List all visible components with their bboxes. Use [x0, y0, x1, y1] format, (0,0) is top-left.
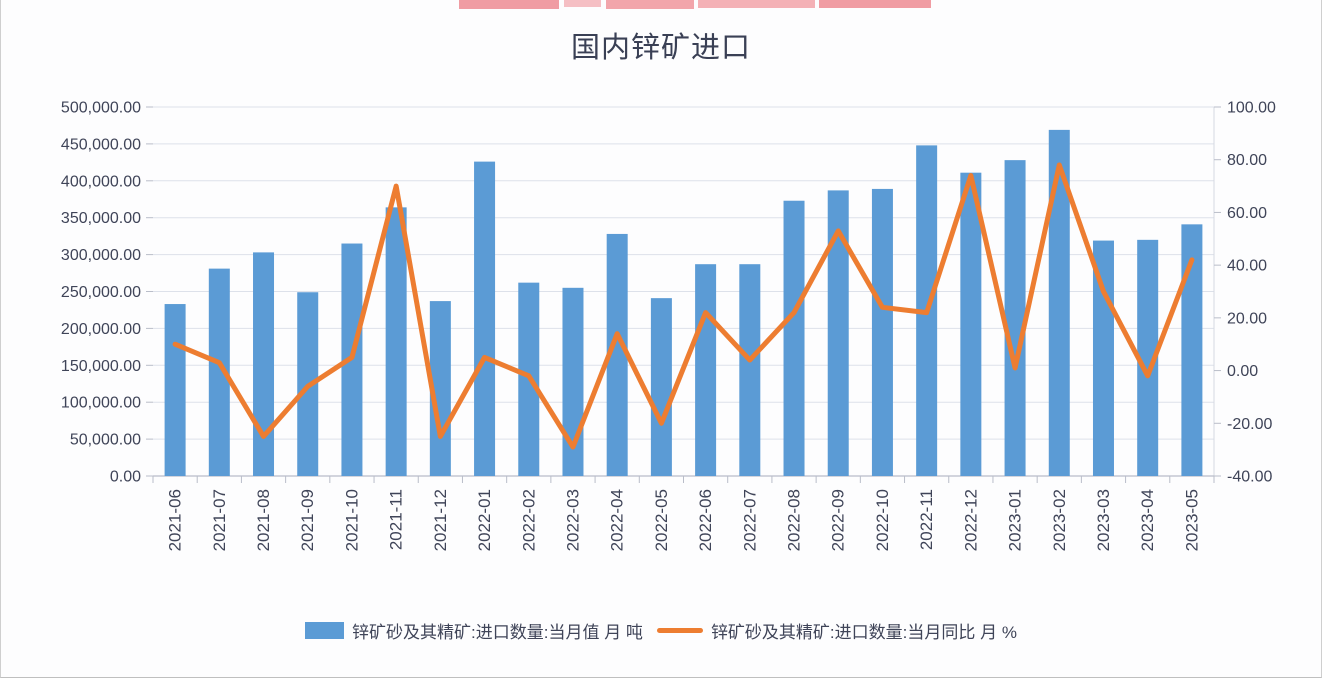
x-axis-label: 2022-06	[696, 489, 715, 551]
right-axis-label: 100.00	[1227, 100, 1276, 117]
bar-2022-12	[960, 172, 982, 476]
legend-line-label: 锌矿砂及其精矿:进口数量:当月同比 月 %	[710, 622, 1017, 642]
x-axis-label: 2022-05	[652, 489, 671, 551]
bar-2022-08	[783, 200, 805, 476]
top-watermark-fragment	[606, 0, 694, 9]
left-axis-label: 250,000.00	[61, 284, 141, 301]
legend-item-bar: 锌矿砂及其精矿:进口数量:当月值 月 吨	[305, 618, 643, 643]
bar-2022-01	[474, 161, 496, 476]
top-watermark-fragment	[819, 0, 931, 8]
x-axis-label: 2021-11	[387, 489, 406, 550]
x-axis-label: 2021-06	[166, 489, 185, 551]
x-axis-label: 2022-03	[563, 489, 582, 551]
x-axis-label: 2023-05	[1182, 489, 1201, 551]
top-watermark-fragment	[564, 0, 601, 7]
x-axis-label: 2022-12	[961, 489, 980, 551]
bar-2021-11	[385, 207, 407, 477]
bar-2021-12	[429, 301, 451, 476]
left-axis-label: 500,000.00	[61, 100, 141, 117]
right-axis-label: -40.00	[1227, 469, 1272, 486]
bar-2022-07	[739, 264, 761, 476]
right-axis-label: 60.00	[1227, 205, 1267, 222]
right-axis-label: 80.00	[1227, 152, 1267, 169]
bar-2023-05	[1181, 224, 1203, 476]
right-axis-label: -20.00	[1227, 416, 1272, 433]
bar-2021-06	[164, 304, 186, 476]
x-axis-label: 2022-01	[475, 489, 494, 551]
left-axis-label: 450,000.00	[61, 136, 141, 153]
bar-2021-07	[208, 268, 230, 476]
x-axis-label: 2023-03	[1094, 489, 1113, 551]
bar-2022-05	[650, 298, 672, 476]
bar-2023-04	[1137, 239, 1159, 476]
legend-bar-label: 锌矿砂及其精矿:进口数量:当月值 月 吨	[352, 622, 643, 642]
x-axis-label: 2022-10	[873, 489, 892, 551]
top-watermark-fragment	[459, 0, 559, 9]
legend-bar-swatch	[305, 621, 345, 639]
left-axis-label: 300,000.00	[61, 247, 141, 264]
bar-2022-10	[871, 188, 893, 476]
bar-2022-04	[606, 233, 628, 476]
x-axis-label: 2023-02	[1050, 489, 1069, 551]
x-axis-label: 2021-12	[431, 489, 450, 551]
right-axis-label: 20.00	[1227, 310, 1267, 327]
bar-2022-09	[827, 190, 849, 477]
x-axis-label: 2021-08	[254, 489, 273, 551]
bar-2022-06	[695, 264, 717, 476]
left-axis-label: 50,000.00	[70, 432, 141, 449]
x-axis-label: 2023-04	[1138, 489, 1157, 551]
chart-title: 国内锌矿进口	[570, 32, 751, 64]
x-axis-label: 2021-09	[298, 489, 317, 551]
right-axis-label: 0.00	[1227, 363, 1258, 380]
x-axis-label: 2023-01	[1006, 489, 1025, 551]
top-watermark-fragment	[698, 0, 815, 8]
bar-2021-08	[253, 252, 275, 476]
x-axis-label: 2022-09	[829, 489, 848, 551]
yoy-line	[172, 162, 1195, 450]
left-axis-label: 400,000.00	[61, 173, 141, 190]
x-axis-label: 2022-02	[519, 489, 538, 551]
bar-2023-02	[1048, 129, 1070, 477]
left-axis-label: 0.00	[110, 469, 141, 486]
x-axis-label: 2022-11	[917, 489, 936, 550]
x-axis-label: 2022-04	[608, 489, 627, 551]
x-axis-label: 2021-07	[210, 489, 229, 551]
chart-plot: 0.00 50,000.00 100,000.00 150,000.00 200,000…	[61, 100, 1276, 552]
legend-item-line: 锌矿砂及其精矿:进口数量:当月同比 月 %	[656, 618, 1017, 643]
bar-2023-01	[1004, 160, 1026, 477]
x-axis-label: 2022-07	[740, 489, 759, 551]
left-axis-label: 200,000.00	[61, 321, 141, 338]
left-axis-label: 350,000.00	[61, 210, 141, 227]
right-axis-label: 40.00	[1227, 258, 1267, 275]
left-axis-label: 100,000.00	[61, 395, 141, 412]
x-axis-label: 2021-10	[342, 489, 361, 551]
left-axis-label: 150,000.00	[61, 358, 141, 375]
legend-line-swatch	[656, 627, 703, 633]
x-axis-label: 2022-08	[785, 489, 804, 551]
chart-legend: 锌矿砂及其精矿:进口数量:当月值 月 吨 锌矿砂及其精矿:进口数量:当月同比 月…	[1, 610, 1321, 650]
